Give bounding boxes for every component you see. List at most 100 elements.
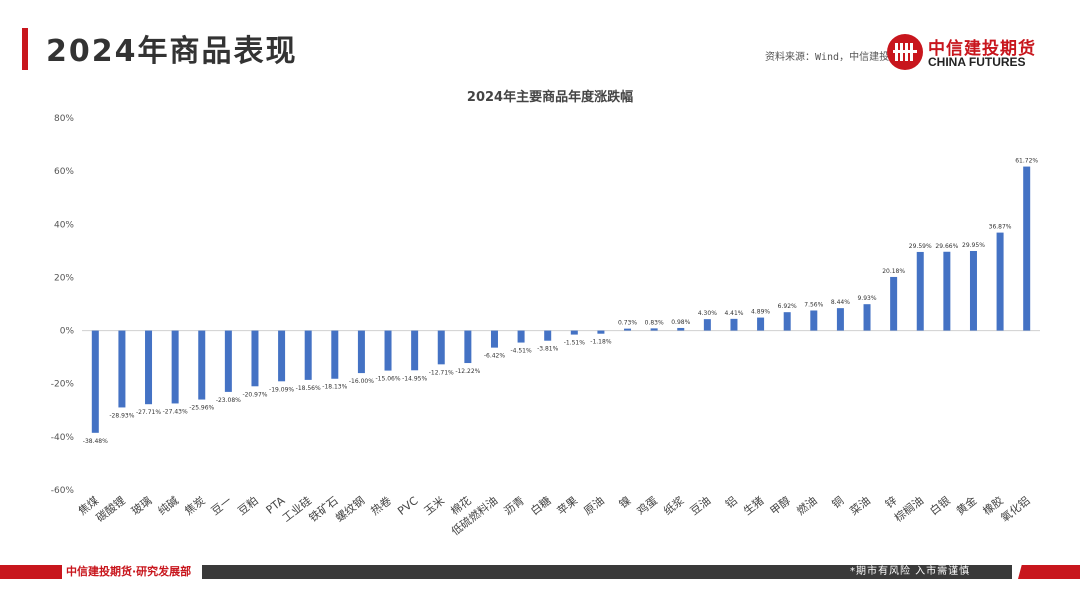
source-note: 资料来源：Wind，中信建投期货 [765,52,910,63]
bar-value-label: 29.95% [962,242,985,249]
x-tick-label: 原油 [581,493,607,518]
bar [650,328,658,331]
x-tick-label: 鸡蛋 [634,493,660,518]
bar-value-label: -1.18% [590,339,612,346]
x-tick-label: 热卷 [368,493,394,518]
bar-value-label: 4.89% [751,309,770,316]
footer-light-block [62,565,202,579]
bar-value-label: 0.98% [671,319,690,326]
bar-value-label: -27.43% [163,408,188,415]
footer-bar: 中信建投期货·研究发展部 *期市有风险 入市需谨慎 [0,565,1080,579]
y-tick-label: -60% [51,486,75,496]
x-tick-label: 菜油 [847,493,873,518]
footer-red-block-right [1018,565,1080,579]
footer-risk-warning: *期市有风险 入市需谨慎 [850,566,971,577]
bar-value-label: 61.72% [1015,158,1038,165]
x-tick-label: 铜 [829,493,846,511]
bar [304,330,312,380]
company-logo: 中信建投期货 CHINA FUTURES [886,33,1066,73]
bar-value-label: 29.59% [909,243,932,250]
x-tick-label: 玻璃 [128,493,154,518]
x-tick-label: 工业硅 [280,494,314,525]
x-tick-label: 氧化铝 [998,493,1033,524]
bar [703,319,711,331]
bar [836,308,844,331]
x-tick-label: 生猪 [740,493,766,518]
y-tick-label: 0% [60,327,75,337]
bar [597,330,605,334]
bar-value-label: -14.95% [402,375,427,382]
bar-chart: 2024年主要商品年度涨跌幅 -60% -40% -20% 0% 20% 40% 60% 80… [51,89,1040,538]
logo-emblem-icon [887,34,923,70]
bar [278,330,286,382]
data-labels: -38.48% -28.93% -27.71% -27.43%-25.96%-23.0… [83,158,1039,445]
x-tick-label: 纸浆 [661,493,687,518]
y-tick-label: 80% [54,114,74,124]
logo-name-cn: 中信建投期货 [928,39,1036,59]
bar [810,310,818,331]
bar [916,251,924,331]
x-tick-label: 铁矿石 [307,494,341,525]
bar [1023,166,1031,331]
y-tick-label: 40% [54,220,74,230]
x-tick-label: 甲醇 [767,493,793,518]
bar-value-label: 6.92% [778,303,797,310]
bar [331,330,339,379]
bar-value-label: 0.73% [618,320,637,327]
bar [91,330,99,433]
footer-red-block-left [0,565,62,579]
bar [384,330,392,371]
bar [943,251,951,331]
bar-value-label: -28.93% [109,412,134,419]
y-axis: -60% -40% -20% 0% 20% 40% 60% 80% [51,114,75,496]
page-title: 2024年商品表现 [46,34,298,69]
bar [464,330,472,364]
bar-value-label: -15.06% [376,376,401,383]
y-tick-label: 20% [54,273,74,283]
bar-value-label: 7.56% [804,301,823,308]
x-tick-label: 铝 [723,493,740,511]
chart-title: 2024年主要商品年度涨跌幅 [467,89,633,105]
x-tick-label: 纯碱 [156,494,181,518]
bar [411,330,419,371]
bar [757,317,765,331]
bar [730,318,738,331]
bar [624,328,632,331]
bar-value-label: 8.44% [831,299,850,306]
bar-value-label: 36.87% [989,224,1012,231]
bar-value-label: 4.41% [724,310,743,317]
x-tick-label: PVC [395,494,420,518]
x-tick-label: 玉米 [422,494,447,518]
bar-value-label: 9.93% [857,295,876,302]
bar-value-label: -12.71% [429,369,454,376]
bar-value-label: -23.08% [216,397,241,404]
x-tick-label: 豆粕 [235,493,261,518]
bar [224,330,232,392]
bar-value-label: -1.51% [564,340,586,347]
bar-value-label: -18.13% [322,384,347,391]
bar [544,330,552,341]
x-tick-label: 镍 [616,493,633,511]
bar-value-label: -19.09% [269,386,294,393]
bar-value-label: -3.81% [537,346,559,353]
bar [198,330,206,400]
bar-value-label: 29.66% [935,243,958,250]
x-tick-label: 豆一 [209,494,234,518]
bar [357,330,365,374]
y-tick-label: 60% [54,167,74,177]
x-tick-label: 燃油 [794,493,820,518]
y-tick-label: -20% [51,380,75,390]
bar-value-label: -25.96% [189,405,214,412]
bar-value-label: -4.51% [510,348,532,355]
bar [437,330,445,365]
x-tick-label: 焦炭 [182,494,207,518]
bar-value-label: -16.00% [349,378,374,385]
bar [251,330,259,387]
x-tick-label: 碳酸锂 [93,493,128,524]
y-tick-label: -40% [51,433,75,443]
logo-name-en: CHINA FUTURES [928,55,1026,69]
footer-dark-strip [202,565,1012,579]
bar [677,327,685,331]
bar-value-label: -12.22% [455,368,480,375]
bar [890,276,898,331]
